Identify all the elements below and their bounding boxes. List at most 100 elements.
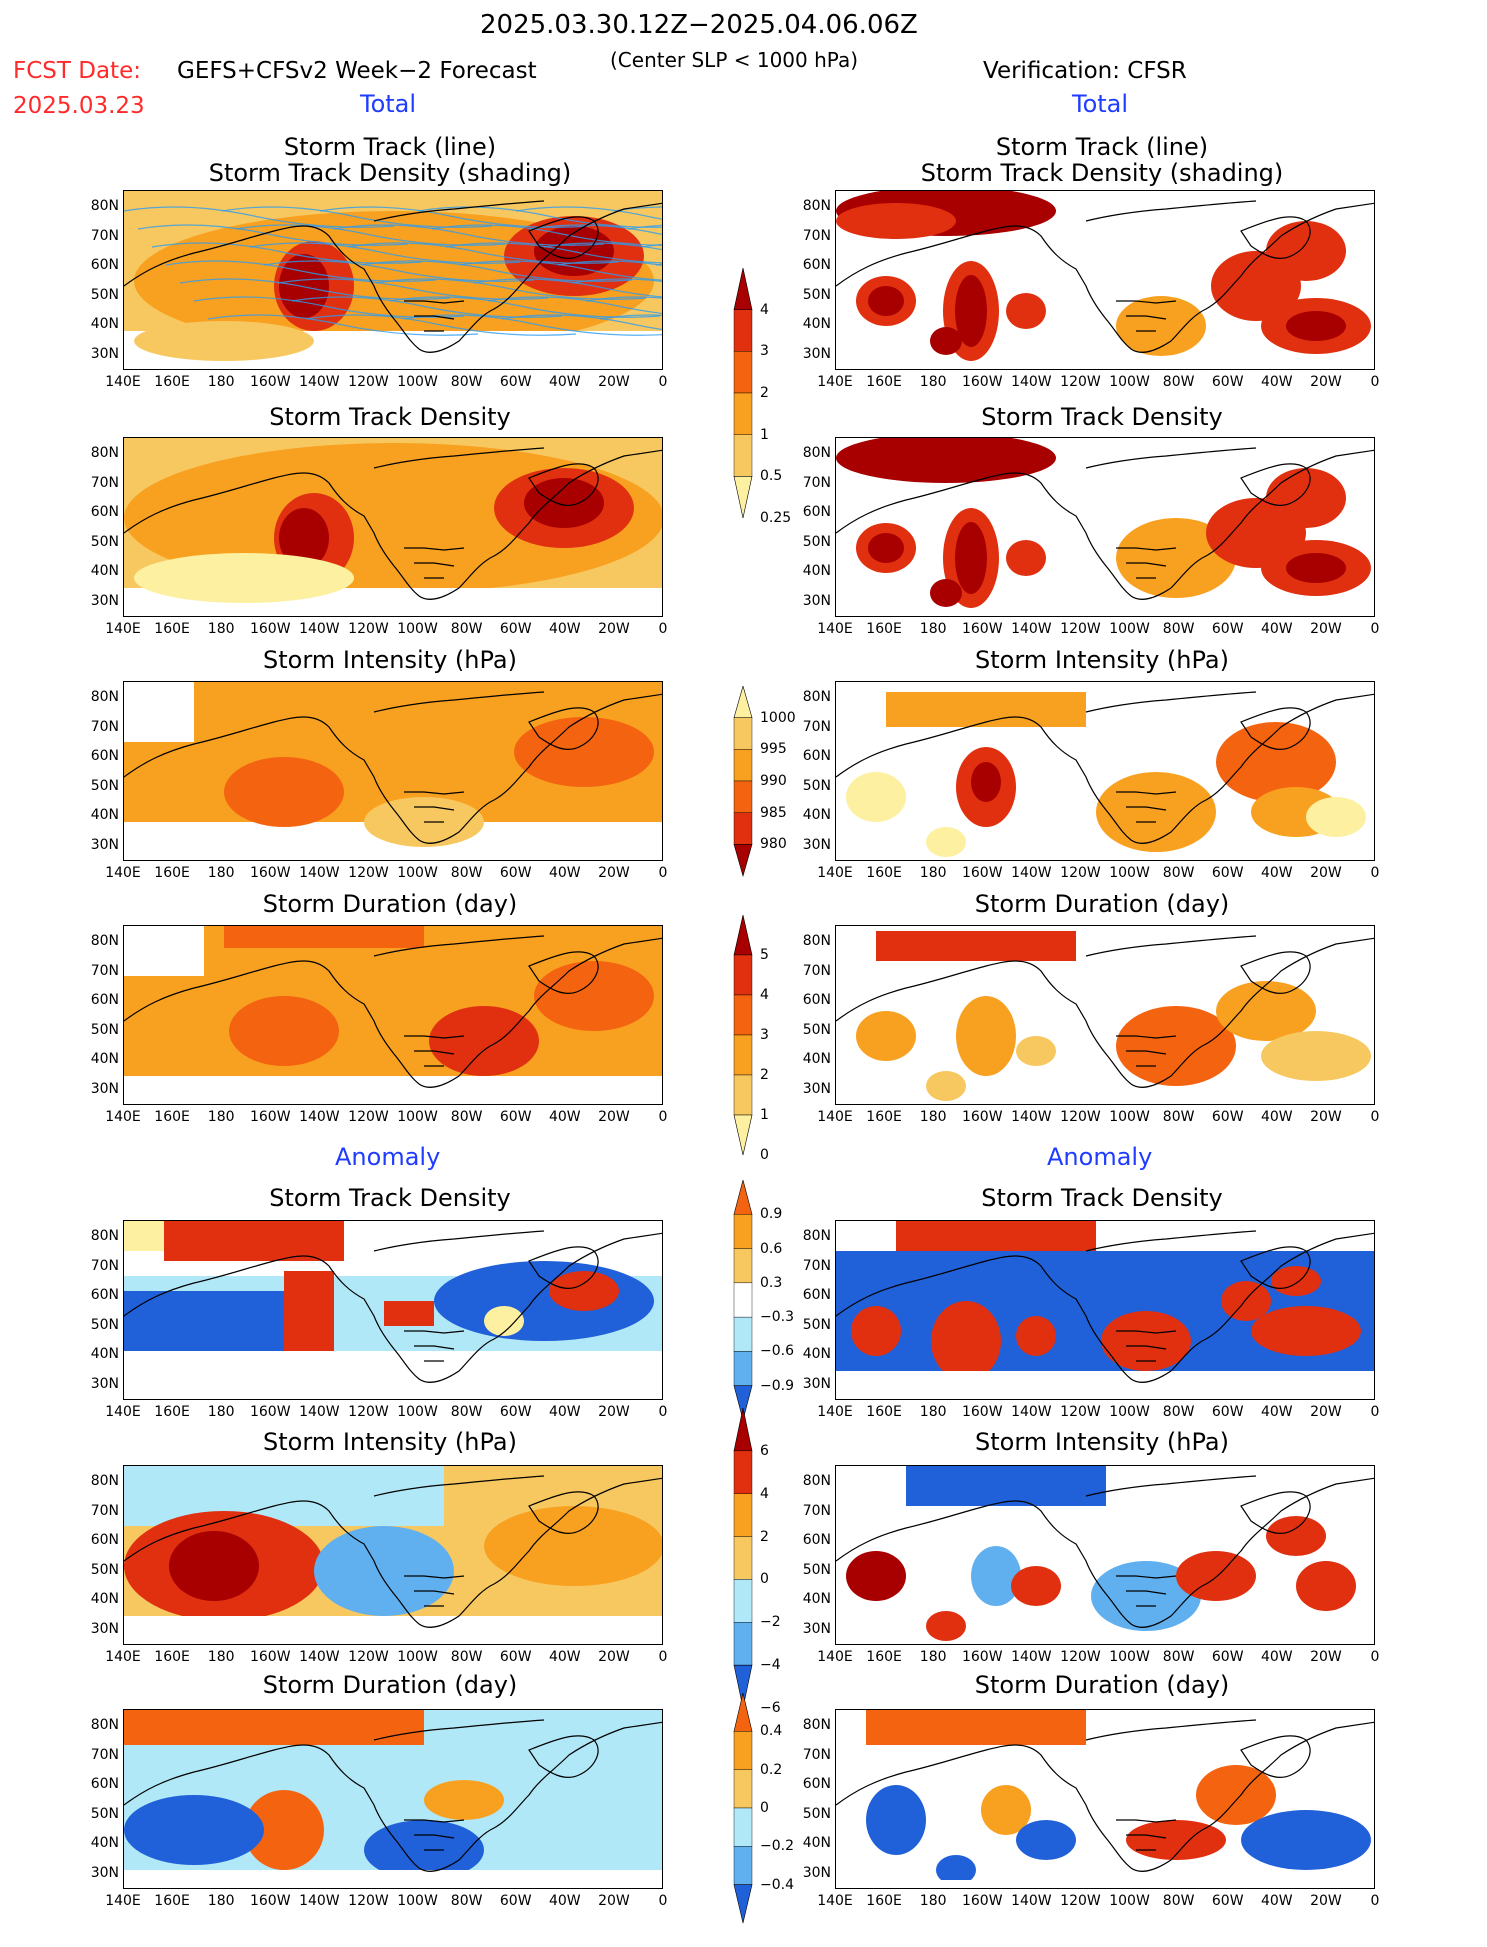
lon-tick-label: 180 [919,1649,947,1665]
lon-tick-label: 40W [1260,621,1293,637]
colorbar-label: 6 [760,1442,769,1459]
lat-tick-label: 70N [90,1746,119,1763]
lat-tick-label: 40N [90,1591,119,1607]
map-intensity-anom-right-field [836,1466,1374,1641]
lon-tick-label: 180 [919,865,947,881]
lat-tick-label: 30N [90,836,119,853]
lat-tick-label: 60N [802,1532,831,1548]
title-duration-anom-right: Storm Duration (day) [974,1671,1230,1699]
lon-tick-label: 140W [299,1893,340,1909]
map-duration-anom-right [835,1709,1375,1889]
colorbar-label: 3 [760,343,769,360]
lon-tick-label: 0 [1370,621,1380,637]
colorbar-duration_anom [732,1692,754,1947]
lat-tick-label: 40N [90,1051,119,1067]
lon-tick-label: 20W [1310,1893,1342,1909]
lon-tick-label: 180 [919,1109,947,1125]
lon-tick-label: 120W [1060,374,1101,390]
lon-tick-label: 160E [866,1109,902,1125]
map-intensity-right [835,681,1375,861]
lon-tick-label: 60W [499,1649,532,1665]
colorbar-label: −2 [760,1614,781,1631]
lon-tick-label: 140W [1011,1404,1052,1420]
map-density-right-field [836,438,1374,608]
lon-tick-label: 40W [1260,1109,1293,1125]
lon-tick-label: 160E [154,374,190,390]
colorbar-label: 2 [760,1528,769,1545]
lon-tick-label: 160E [154,1893,190,1909]
lat-tick-label: 70N [802,1257,831,1274]
title-density-left: Storm Track Density [269,403,511,431]
lat-tick-label: 70N [802,227,831,244]
lon-tick-label: 140E [105,1404,141,1420]
lon-tick-label: 0 [658,1649,668,1665]
lat-tick-label: 50N [90,1316,119,1333]
lon-tick-label: 0 [1370,1893,1380,1909]
lon-tick-label: 0 [658,374,668,390]
map-density-left [123,437,663,617]
lon-tick-label: 60W [499,1109,532,1125]
title-intensity-anom-right: Storm Intensity (hPa) [975,1428,1229,1456]
lat-tick-label: 70N [90,1502,119,1519]
lon-tick-label: 80W [1162,865,1195,881]
lon-tick-label: 140E [105,1109,141,1125]
lon-tick-label: 60W [1211,374,1244,390]
lat-tick-label: 60N [802,257,831,273]
forecast-name: GEFS+CFSv2 Week−2 Forecast [177,58,537,84]
lat-tick-label: 40N [802,563,831,579]
lon-tick-label: 40W [548,1109,581,1125]
section-total-right: Total [1072,90,1129,118]
colorbar-label: −6 [760,1700,781,1716]
lon-tick-label: 160E [154,1109,190,1125]
title-intensity-anom-left: Storm Intensity (hPa) [263,1428,517,1456]
lon-tick-label: 80W [450,1109,483,1125]
lat-tick-label: 40N [802,316,831,332]
lon-tick-label: 40W [548,1404,581,1420]
lat-tick-label: 70N [90,718,119,735]
title-track-shading-left: Storm Track Density (shading) [208,159,572,187]
lat-tick-label: 80N [90,198,119,214]
lat-tick-label: 50N [90,286,119,303]
lon-tick-label: 100W [1109,621,1150,637]
lon-tick-label: 120W [348,1404,389,1420]
lat-tick-label: 50N [802,1316,831,1333]
colorbar-duration_total [732,914,754,1179]
lon-tick-label: 120W [348,621,389,637]
lat-tick-label: 40N [90,316,119,332]
colorbar-label: 2 [760,385,769,401]
lat-tick-label: 60N [90,257,119,273]
lat-tick-label: 40N [802,1346,831,1362]
colorbar-label: −0.6 [760,1343,794,1360]
lat-tick-label: 30N [802,592,831,609]
colorbar-label: −0.2 [760,1838,794,1855]
lon-tick-label: 120W [1060,621,1101,637]
lon-tick-label: 140E [817,1893,853,1909]
map-duration-right [835,925,1375,1105]
map-intensity-anom-left-field [124,1466,662,1644]
lon-tick-label: 140W [299,374,340,390]
lon-tick-label: 140E [817,621,853,637]
title-duration-anom-left: Storm Duration (day) [262,1671,518,1699]
lon-tick-label: 140E [817,865,853,881]
colorbar-label: −4 [760,1657,781,1674]
lat-tick-label: 60N [90,1776,119,1792]
lon-tick-label: 140W [299,865,340,881]
lon-tick-label: 160E [866,621,902,637]
lat-tick-label: 60N [802,504,831,520]
lon-tick-label: 20W [1310,865,1342,881]
lat-tick-label: 40N [90,807,119,823]
lon-tick-label: 80W [1162,374,1195,390]
lat-tick-label: 80N [90,689,119,705]
lat-tick-label: 30N [90,345,119,362]
lon-tick-label: 160W [249,1109,291,1125]
fcst-label: FCST Date: [13,58,141,84]
map-track-right-field [836,191,1374,361]
lon-tick-label: 160E [866,865,902,881]
lon-tick-label: 160W [961,1109,1003,1125]
lon-tick-label: 60W [499,621,532,637]
lon-tick-label: 140W [1011,1893,1052,1909]
lat-tick-label: 50N [802,1021,831,1038]
lon-tick-label: 140W [1011,374,1052,390]
colorbar-intensity_anom [732,1407,754,1732]
colorbar-density_total [732,267,754,542]
